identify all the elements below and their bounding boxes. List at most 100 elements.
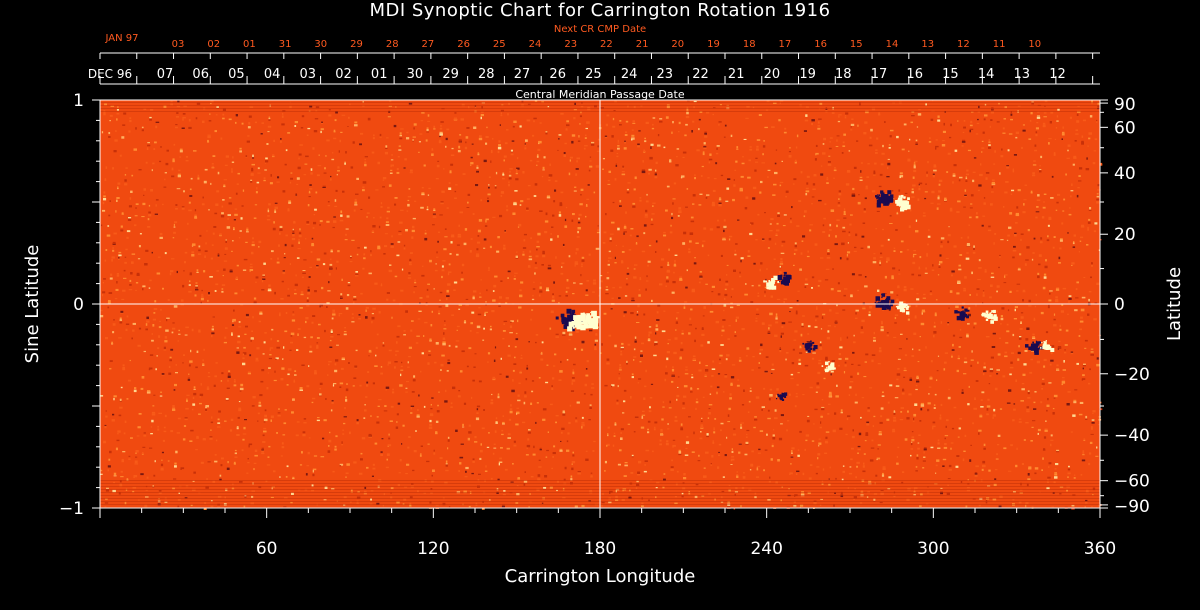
region-pixel [898,195,901,198]
region-pixel [890,302,892,304]
x-tick-label: 120 [417,539,449,559]
y-tick-label-right: −40 [1114,426,1150,446]
region-pixel [774,281,776,282]
region-pixel [777,394,781,398]
cmp-date-label: 19 [799,67,816,82]
region-pixel [954,310,958,314]
region-pixel [812,341,815,344]
region-pixel [881,296,883,298]
region-pixel [588,319,593,324]
region-pixel [571,309,576,314]
region-pixel [1028,346,1032,350]
region-pixel [1041,342,1043,344]
region-pixel [966,315,969,319]
cmp-date-label: 29 [442,67,459,82]
next-cmp-date-label: 02 [207,39,220,50]
region-pixel [889,194,894,198]
region-pixel [960,317,965,321]
region-pixel [986,314,991,318]
active-region-negative [777,271,792,286]
region-pixel [805,347,809,351]
region-pixel [897,199,899,201]
cmp-date-label: 06 [192,67,209,82]
region-pixel [591,310,597,317]
y-tick-label-left: −1 [59,499,84,519]
region-pixel [810,340,812,343]
region-pixel [885,202,889,206]
region-pixel [883,203,886,206]
region-pixel [990,320,994,324]
region-pixel [812,347,816,351]
region-pixel [588,324,592,328]
y-tick-label-right: −60 [1114,472,1150,492]
next-cmp-date-label: 14 [886,39,899,50]
x-tick-label: 360 [1084,539,1116,559]
cmp-date-label: 28 [478,67,495,82]
region-pixel [560,313,565,318]
next-cmp-date-label: 10 [1028,39,1041,50]
x-axis-label: Carrington Longitude [505,566,696,587]
region-pixel [571,322,575,325]
cmp-date-label: 03 [300,67,317,82]
y-tick-label-right: 20 [1114,225,1136,245]
region-pixel [886,296,891,301]
region-pixel [887,190,892,195]
region-pixel [981,312,986,317]
region-pixel [962,315,965,319]
region-pixel [780,274,783,277]
region-pixel [555,316,559,320]
region-pixel [830,363,833,367]
region-pixel [993,316,996,319]
region-pixel [586,313,591,318]
region-pixel [566,308,572,314]
region-pixel [967,309,970,312]
region-pixel [776,398,778,400]
region-pixel [876,197,878,200]
next-cmp-date-label: 31 [279,39,292,50]
region-pixel [830,365,835,370]
cmp-date-label: 14 [978,67,995,82]
region-pixel [1037,344,1040,346]
region-pixel [993,316,998,321]
active-region-positive [821,361,836,373]
region-pixel [1045,340,1047,342]
region-pixel [580,321,584,325]
cmp-date-label: 22 [692,67,709,82]
region-pixel [881,293,886,297]
next-cmp-date-label: 26 [457,39,470,50]
cmp-date-label: 16 [906,67,923,82]
region-pixel [1048,347,1051,350]
region-pixel [1044,344,1046,347]
region-pixel [586,316,590,320]
active-region-negative [802,340,818,353]
region-pixel [780,278,783,280]
region-pixel [875,296,880,301]
region-pixel [990,312,992,314]
cmp-date-label: 24 [621,67,638,82]
region-pixel [781,393,786,397]
region-pixel [583,312,585,315]
region-pixel [961,306,964,309]
region-pixel [900,202,905,206]
region-pixel [875,302,881,308]
region-pixel [1033,344,1037,348]
region-pixel [1039,347,1042,349]
next-cmp-date-label: 27 [422,39,435,50]
region-pixel [884,303,890,309]
region-pixel [964,308,968,312]
region-pixel [1049,346,1052,348]
region-pixel [880,300,884,303]
region-pixel [777,281,780,284]
cmp-date-label: 21 [728,67,745,82]
region-pixel [1050,348,1055,352]
y-tick-label-right: −20 [1114,365,1150,385]
active-region-negative [875,190,894,208]
region-pixel [592,319,599,325]
region-pixel [1045,346,1049,350]
next-cmp-date-label: 16 [814,39,827,50]
region-pixel [989,312,992,315]
cmp-date-label: 25 [585,67,602,82]
region-pixel [882,200,885,203]
region-pixel [876,203,881,208]
region-pixel [779,281,781,283]
